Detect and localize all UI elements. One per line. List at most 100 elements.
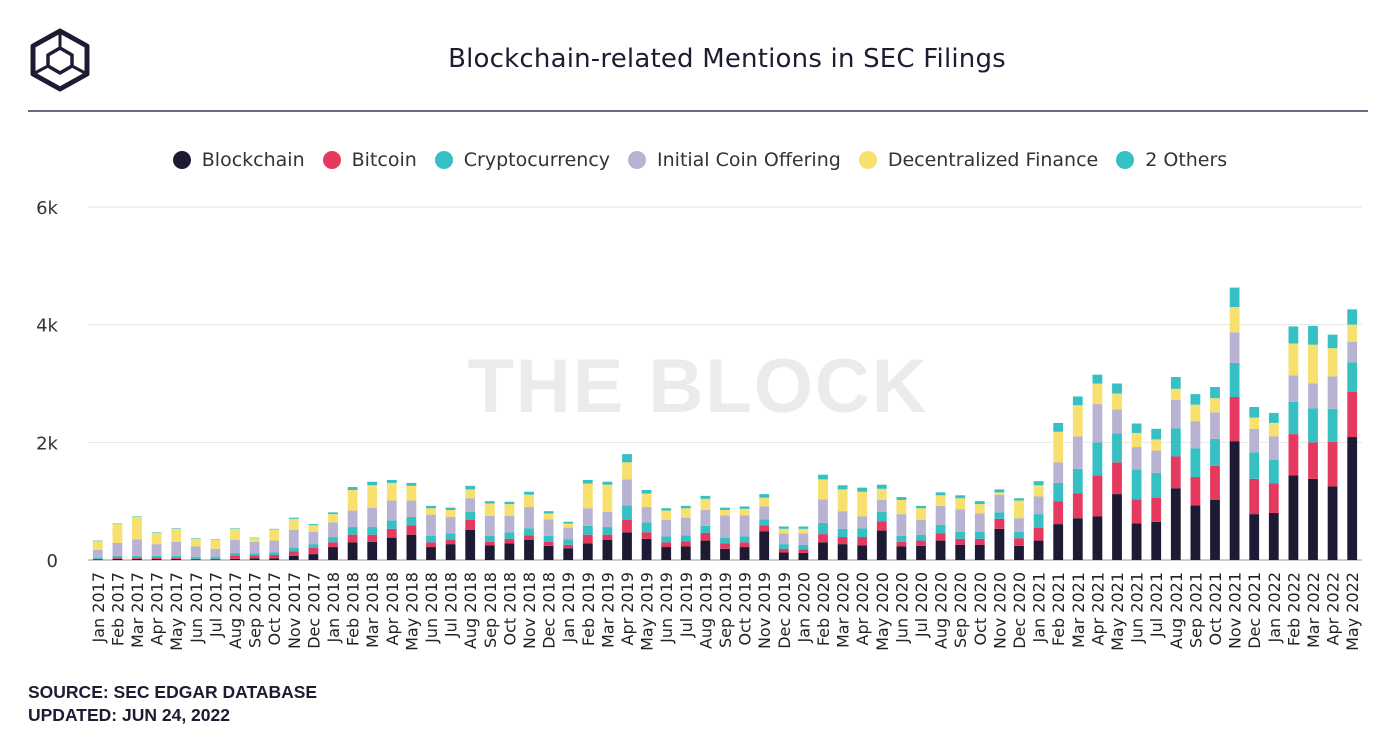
bar-segment[interactable] [1014,545,1024,560]
bar-segment[interactable] [171,555,182,558]
bar-segment[interactable] [916,534,926,541]
bar-segment[interactable] [1268,436,1279,460]
bar-segment[interactable] [1014,518,1024,532]
bar-segment[interactable] [1308,325,1318,345]
bar-segment[interactable] [1249,514,1260,560]
bar-segment[interactable] [994,492,1005,495]
bar-segment[interactable] [641,493,652,508]
bar-segment[interactable] [876,530,887,560]
bar-segment[interactable] [1092,442,1103,476]
bar-segment[interactable] [759,531,770,560]
bar-segment[interactable] [1268,422,1279,437]
bar-segment[interactable] [484,545,495,560]
bar-segment[interactable] [955,544,966,560]
bar-segment[interactable] [132,557,142,559]
bar-segment[interactable] [1053,482,1064,502]
bar-segment[interactable] [426,535,436,543]
bar-segment[interactable] [151,557,162,559]
bar-segment[interactable] [1229,287,1240,308]
bar-segment[interactable] [1347,309,1358,325]
bar-segment[interactable] [1327,441,1338,487]
bar-segment[interactable] [367,534,378,542]
bar-segment[interactable] [190,559,201,560]
bar-segment[interactable] [406,525,417,535]
bar-segment[interactable] [622,462,632,480]
bar-segment[interactable] [1092,404,1103,443]
bar-segment[interactable] [1170,399,1181,429]
bar-segment[interactable] [602,527,613,535]
bar-segment[interactable] [269,529,280,541]
bar-segment[interactable] [994,518,1005,529]
bar-segment[interactable] [1092,374,1103,384]
bar-segment[interactable] [837,485,848,490]
bar-segment[interactable] [524,507,534,529]
bar-segment[interactable] [1131,499,1142,524]
bar-segment[interactable] [1112,393,1122,410]
bar-segment[interactable] [1072,468,1083,494]
bar-segment[interactable] [759,525,770,532]
bar-segment[interactable] [230,528,240,529]
bar-segment[interactable] [1308,478,1318,560]
bar-segment[interactable] [778,544,789,549]
bar-segment[interactable] [1072,396,1083,406]
bar-segment[interactable] [661,508,672,511]
bar-segment[interactable] [249,541,260,554]
bar-segment[interactable] [210,539,221,540]
bar-segment[interactable] [602,511,613,528]
bar-segment[interactable] [1190,477,1201,506]
bar-segment[interactable] [210,539,221,549]
bar-segment[interactable] [347,534,358,543]
bar-segment[interactable] [974,501,985,505]
bar-segment[interactable] [1053,422,1064,432]
bar-segment[interactable] [955,498,966,510]
bar-segment[interactable] [1072,518,1083,560]
bar-segment[interactable] [524,535,534,540]
bar-segment[interactable] [818,479,828,500]
bar-segment[interactable] [935,533,946,541]
bar-segment[interactable] [582,525,593,535]
bar-segment[interactable] [1072,436,1083,469]
bar-segment[interactable] [249,537,260,539]
bar-segment[interactable] [288,547,299,552]
bar-segment[interactable] [798,526,809,529]
bar-segment[interactable] [582,479,593,484]
bar-segment[interactable] [406,485,417,501]
bar-segment[interactable] [778,548,789,553]
bar-segment[interactable] [935,524,946,534]
bar-segment[interactable] [386,479,397,483]
bar-segment[interactable] [210,557,221,559]
bar-segment[interactable] [1288,434,1299,476]
bar-segment[interactable] [837,544,848,560]
bar-segment[interactable] [230,555,240,559]
bar-segment[interactable] [916,519,926,535]
bar-segment[interactable] [1308,383,1318,409]
bar-segment[interactable] [1092,383,1103,405]
bar-segment[interactable] [994,494,1005,513]
bar-segment[interactable] [269,554,280,559]
bar-segment[interactable] [818,542,828,560]
bar-segment[interactable] [876,488,887,500]
bar-segment[interactable] [1210,398,1220,413]
bar-segment[interactable] [1151,428,1162,440]
bar-segment[interactable] [190,557,201,559]
bar-segment[interactable] [720,543,730,549]
bar-segment[interactable] [1170,488,1181,560]
bar-segment[interactable] [1072,405,1083,437]
bar-segment[interactable] [132,517,142,540]
bar-segment[interactable] [230,528,240,540]
bar-segment[interactable] [1112,462,1122,495]
bar-segment[interactable] [543,541,554,546]
bar-segment[interactable] [563,521,574,524]
bar-segment[interactable] [367,541,378,560]
bar-segment[interactable] [720,548,730,560]
bar-segment[interactable] [406,517,417,526]
bar-segment[interactable] [1131,447,1142,470]
bar-segment[interactable] [739,536,750,543]
bar-segment[interactable] [1092,475,1103,517]
bar-segment[interactable] [249,553,260,556]
bar-segment[interactable] [700,495,711,499]
bar-segment[interactable] [112,524,123,543]
bar-segment[interactable] [1229,397,1240,442]
bar-segment[interactable] [92,559,103,560]
bar-segment[interactable] [720,507,730,510]
